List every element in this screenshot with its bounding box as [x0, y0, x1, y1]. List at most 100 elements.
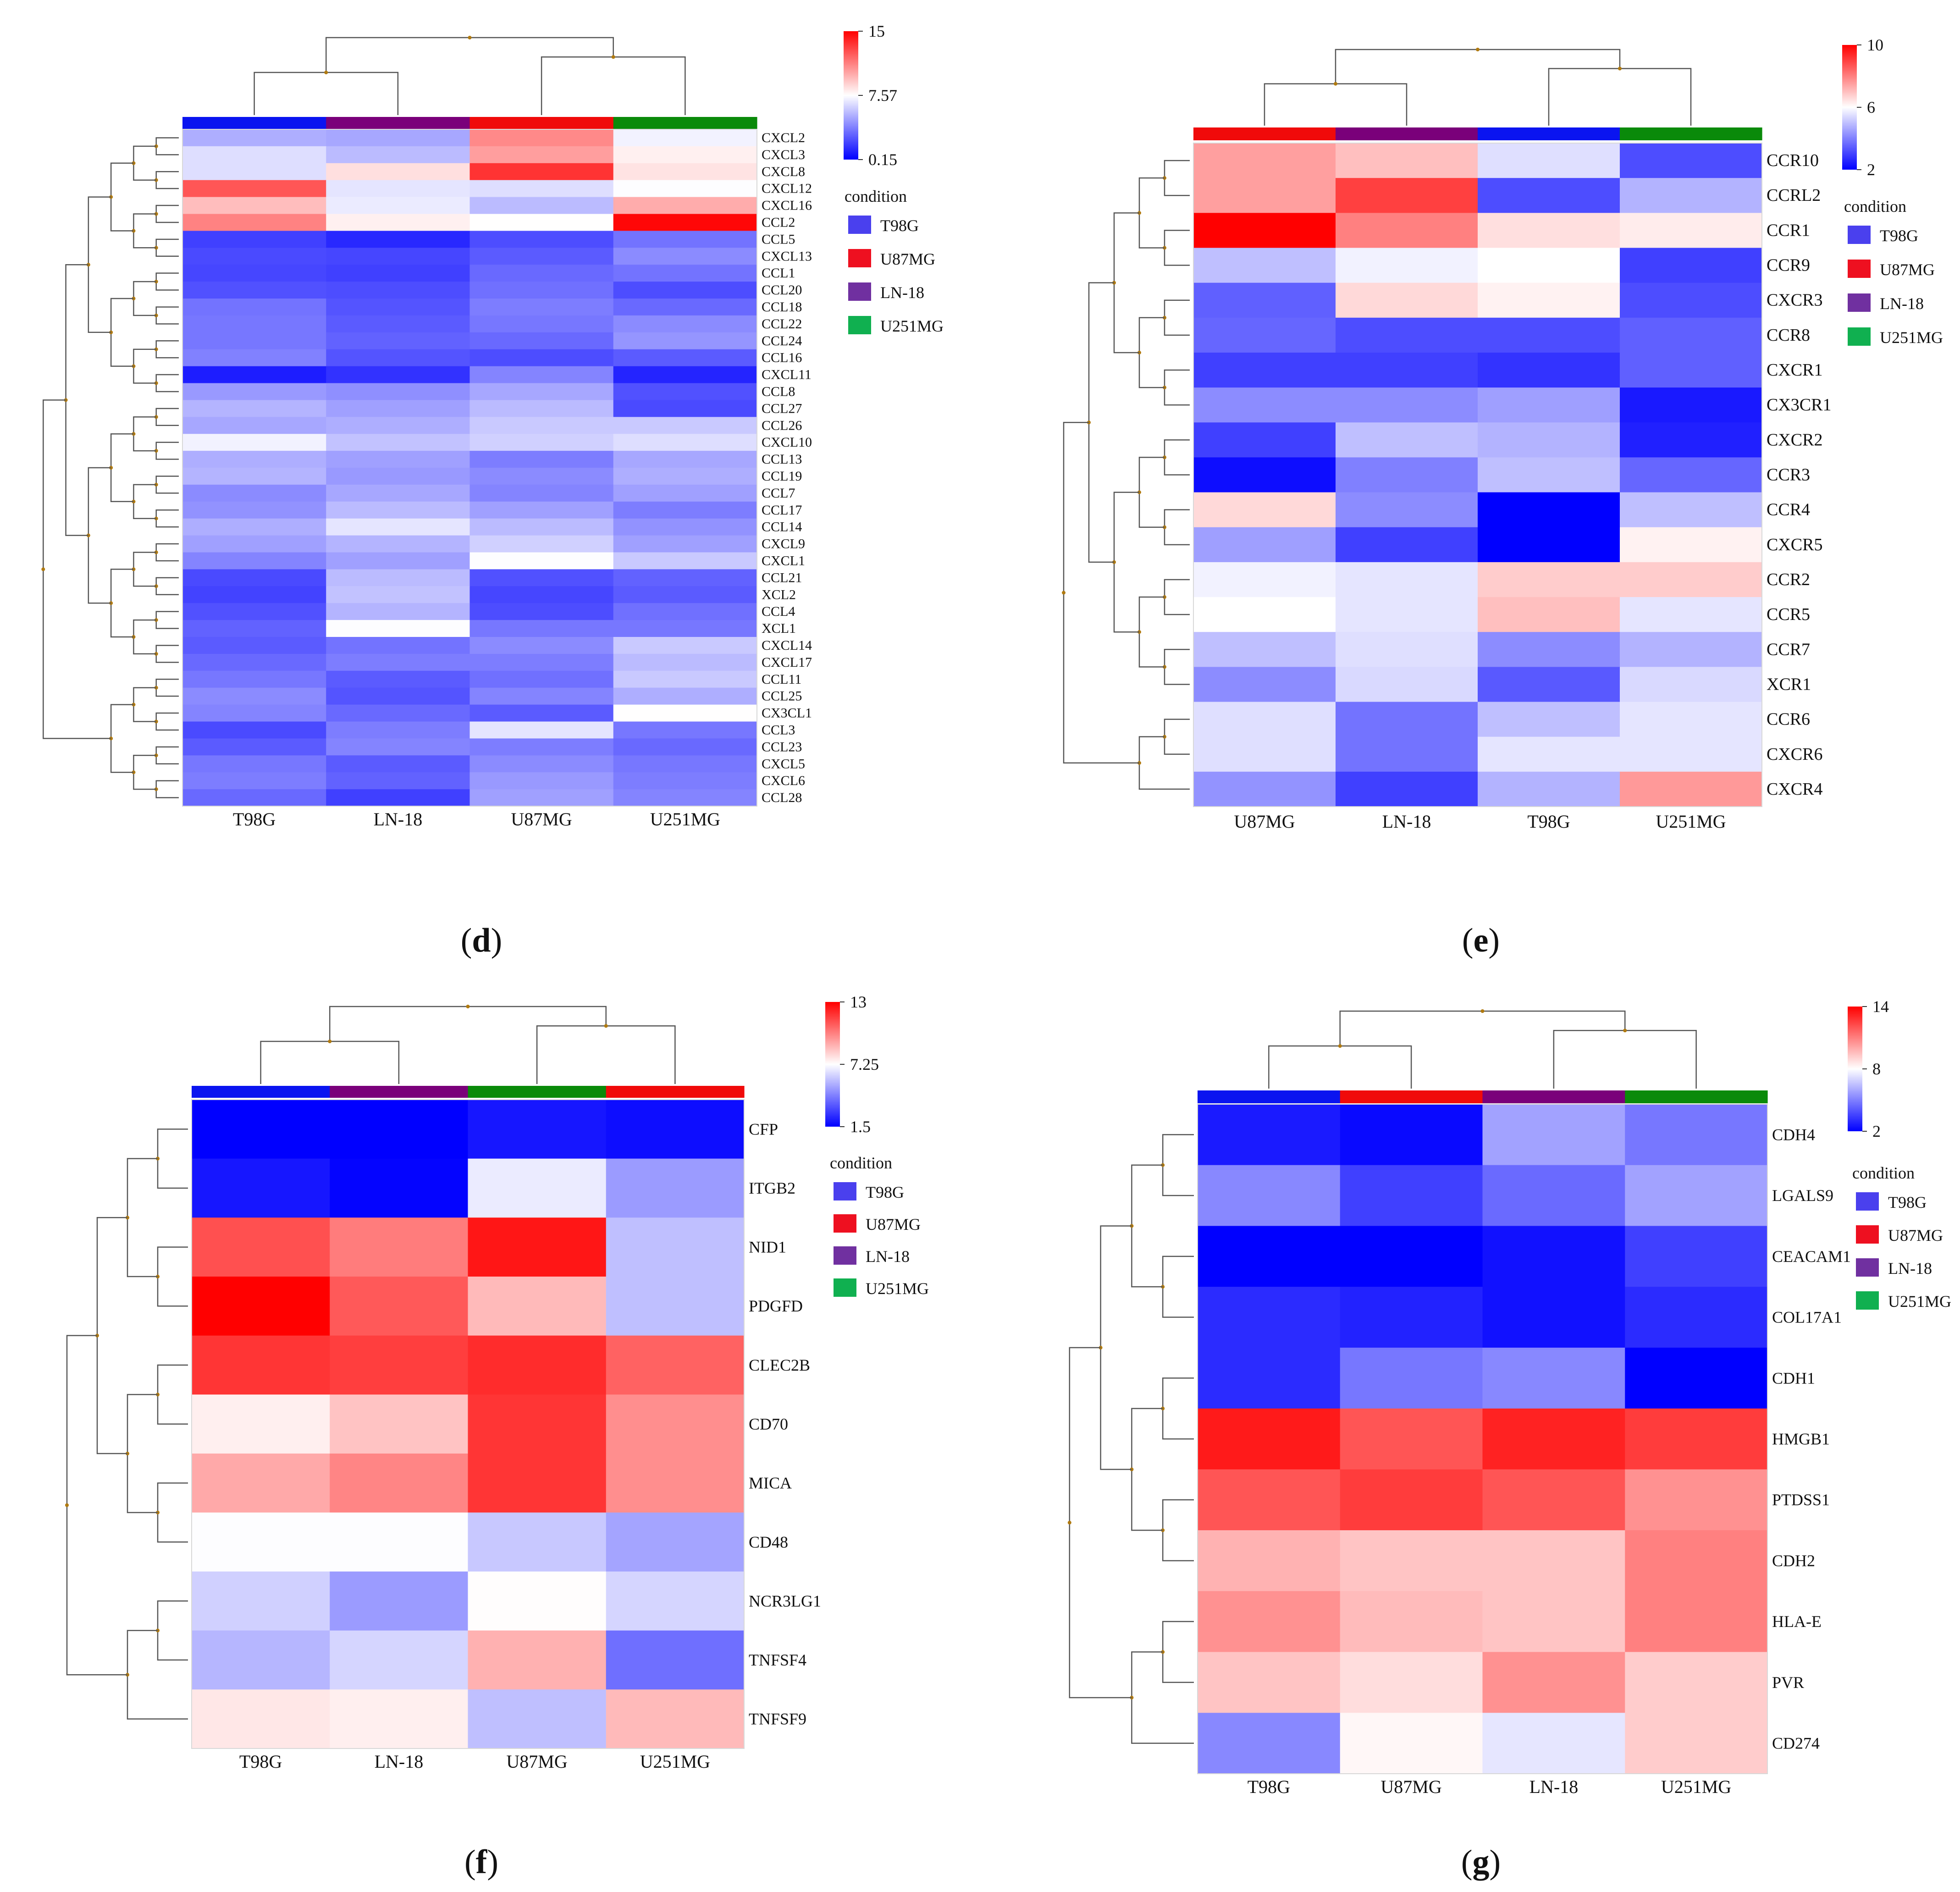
heatmap-cell — [182, 214, 326, 231]
heatmap-cell — [613, 400, 757, 417]
legend-title: condition — [1852, 1164, 1915, 1182]
heatmap-cell — [1193, 667, 1336, 703]
row-dendrogram-branch — [155, 577, 179, 595]
heatmap-cell — [1478, 492, 1620, 528]
row-dendrogram-branch — [1164, 369, 1190, 406]
row-label: CCR1 — [1767, 221, 1810, 240]
heatmap-cell — [613, 501, 757, 519]
heatmap-cell — [613, 434, 757, 451]
condition-bar-segment — [1620, 127, 1762, 140]
heatmap-cell — [326, 518, 470, 536]
heatmap-cell — [613, 755, 757, 773]
heatmap-cell — [1340, 1530, 1483, 1592]
heatmap-cell — [613, 620, 757, 637]
legend-entry-label: T98G — [1888, 1193, 1927, 1212]
heatmap-cell — [469, 501, 614, 519]
heatmap-cell — [469, 180, 614, 198]
row-dendrogram-branch — [1164, 439, 1190, 476]
heatmap-cell — [469, 349, 614, 367]
column-label: LN-18 — [375, 1751, 424, 1772]
heatmap-cell — [326, 755, 470, 773]
heatmap-cell — [326, 383, 470, 400]
heatmap-cell — [1620, 457, 1762, 493]
row-label: CCL25 — [762, 689, 802, 704]
row-label: CXCR5 — [1767, 535, 1822, 554]
heatmap-cell — [469, 282, 614, 299]
heatmap-cell — [1478, 317, 1620, 353]
row-label: CDH4 — [1772, 1125, 1815, 1144]
heatmap-cell — [469, 738, 614, 756]
heatmap-cell — [182, 129, 326, 147]
heatmap-cell — [1625, 1652, 1768, 1713]
heatmap-cell — [1478, 143, 1620, 178]
heatmap-cell — [326, 231, 470, 248]
heatmap-cell — [1482, 1226, 1625, 1287]
row-label: CX3CR1 — [1767, 395, 1831, 415]
heatmap-cell — [1620, 178, 1762, 213]
heatmap-cell — [326, 637, 470, 654]
row-dendrogram-branch — [155, 679, 179, 697]
color-scale-tick-label: 15 — [868, 22, 885, 40]
row-dendrogram-branch — [1113, 212, 1139, 354]
heatmap-cell — [326, 129, 470, 147]
row-dendrogram-branch — [96, 1217, 127, 1455]
heatmap-cell — [613, 704, 757, 722]
heatmap-cell — [1620, 527, 1762, 563]
heatmap-cell — [1478, 562, 1620, 597]
heatmap-cell — [1340, 1408, 1483, 1470]
column-dendrogram-branch — [1264, 83, 1408, 126]
heatmap-cell — [326, 349, 470, 367]
dendrogram-node — [611, 55, 615, 59]
heatmap-cell — [1620, 143, 1762, 178]
column-dendrogram-branch — [536, 1025, 676, 1084]
heatmap-cell — [613, 332, 757, 350]
color-scale-tick-label: 7.25 — [850, 1055, 879, 1073]
heatmap-cell — [330, 1276, 469, 1336]
heatmap-cell — [1193, 248, 1336, 283]
heatmap-cell — [1193, 422, 1336, 458]
dendrogram-node — [466, 1005, 470, 1008]
heatmap-panel-f: CFP ITGB2 NID1 PDGFD CLEC2B CD70 MICA CD48 NCR3L… — [65, 993, 929, 1881]
row-dendrogram-branch — [133, 416, 156, 452]
row-label: TNFSF9 — [749, 1710, 806, 1728]
row-dendrogram-branch — [133, 755, 156, 790]
heatmap-cell — [1336, 422, 1478, 458]
heatmap-cell — [1478, 178, 1620, 213]
row-dendrogram-branch — [133, 619, 156, 655]
row-dendrogram-branch — [133, 687, 156, 722]
row-dendrogram-branch — [133, 213, 156, 249]
heatmap-cell — [606, 1453, 745, 1513]
heatmap-cell — [606, 1630, 745, 1690]
heatmap-cell — [1478, 422, 1620, 458]
heatmap-cell — [469, 687, 614, 705]
heatmap-cell — [1478, 667, 1620, 703]
color-scale-tick-label: 14 — [1872, 997, 1889, 1016]
panel-label: (g) — [1461, 1843, 1501, 1881]
heatmap-cell — [1193, 317, 1336, 353]
heatmap-cell — [1620, 632, 1762, 667]
heatmap-cell — [182, 180, 326, 198]
row-label: CDH2 — [1772, 1552, 1815, 1570]
heatmap-cell — [1625, 1226, 1768, 1287]
heatmap-cell — [1336, 143, 1478, 178]
row-label: CDH1 — [1772, 1369, 1815, 1387]
heatmap-cell — [182, 518, 326, 536]
heatmap-cell — [182, 231, 326, 248]
heatmap-cell — [469, 129, 614, 147]
row-label: CCRL2 — [1767, 186, 1821, 205]
heatmap-cell — [182, 704, 326, 722]
row-dendrogram-branch — [155, 645, 179, 663]
heatmap-cell — [468, 1217, 607, 1277]
color-scale-tick-label: 7.57 — [868, 86, 897, 105]
heatmap-cell — [182, 265, 326, 282]
legend-entry-label: LN-18 — [1880, 294, 1924, 313]
heatmap-cell — [1478, 282, 1620, 318]
condition-bar-segment — [1482, 1090, 1625, 1103]
row-label: CEACAM1 — [1772, 1247, 1851, 1266]
heatmap-cell — [469, 417, 614, 434]
dendrogram-node — [1476, 48, 1480, 51]
heatmap-cell — [1482, 1165, 1625, 1227]
row-dendrogram-branch — [155, 205, 179, 223]
heatmap-cell — [1198, 1713, 1341, 1774]
column-label: U251MG — [1661, 1776, 1731, 1797]
